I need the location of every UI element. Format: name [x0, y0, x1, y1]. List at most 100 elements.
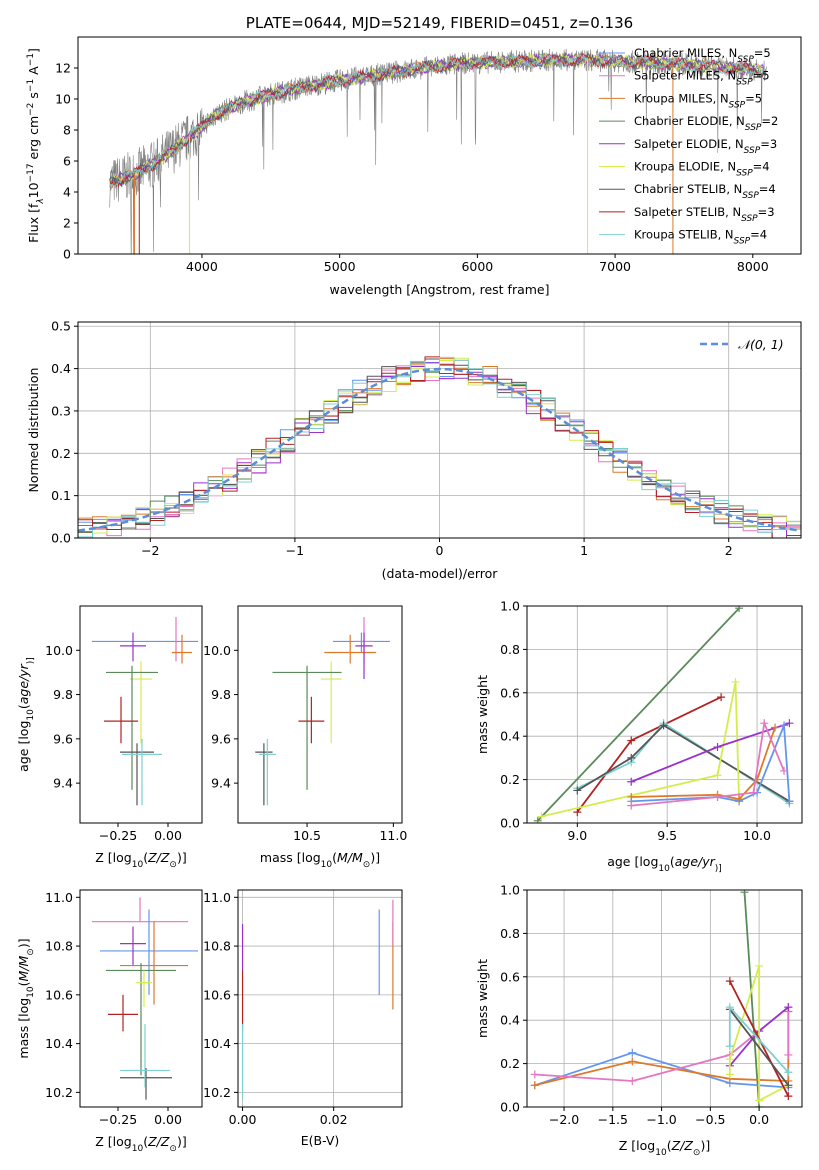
residual-xtick-label: 0 — [436, 543, 444, 558]
spectrum-legend-label: Kroupa STELIB, NSSP=4 — [634, 228, 767, 247]
spectrum-legend-label-part: Salpeter STELIB, N — [634, 205, 741, 219]
weight-vs-age-axes-frame — [526, 605, 803, 824]
spectrum-legend-label-part: Salpeter MILES, N — [634, 69, 736, 83]
spectrum-ytick-label: 10 — [55, 92, 71, 107]
spectrum-legend-label-part: SSP — [734, 237, 751, 247]
age-vs-Z-ytick-label: 10.0 — [45, 643, 73, 658]
mass-vs-Z-ylabel-part: )] — [16, 938, 31, 948]
weight-vs-Z-xlabel-part: Z/Z — [671, 1138, 694, 1153]
residual-axes-frame — [77, 321, 802, 539]
mass-vs-EBV-xtick-label: 0.00 — [229, 1112, 257, 1127]
weight-vs-age-weight-marker — [627, 801, 636, 810]
spectrum-legend-label-part: SSP — [736, 78, 753, 88]
age-vs-mass-xtick-label: 11.0 — [379, 828, 407, 843]
weight-vs-Z-weight-marker — [725, 1070, 734, 1079]
spectrum-legend-label-part: =5 — [745, 91, 762, 105]
weight-vs-age-ytick-label: 0.0 — [500, 816, 520, 831]
spectrum-xtick-label: 4000 — [186, 259, 218, 274]
spectrum-ytick-label: 8 — [63, 123, 71, 138]
spectrum-title: PLATE=0644, MJD=52149, FIBERID=0451, z=0… — [246, 14, 633, 32]
weight-vs-age-weight-marker — [533, 816, 542, 823]
weight-vs-Z-axes-frame — [526, 889, 803, 1108]
spectrum-xtick-label: 5000 — [324, 259, 356, 274]
spectrum-legend-label-part: Chabrier STELIB, N — [634, 182, 742, 196]
spectrum-ylabel-part: −1 — [26, 53, 36, 66]
spectrum-ytick-label: 12 — [55, 61, 71, 76]
mass-vs-EBV-plot-area — [241, 899, 394, 1100]
weight-vs-age-weight-marker — [717, 693, 726, 702]
weight-vs-Z-ytick-label: 0.8 — [500, 926, 520, 941]
age-vs-mass-xlabel: mass [log10(M/M⊙)] — [260, 850, 380, 870]
spectrum-legend-label-part: =2 — [761, 114, 778, 128]
spectrum-ylabel-part: −17 — [26, 163, 36, 182]
weight-vs-age-xlabel-part: ( — [670, 854, 675, 869]
weight-vs-age-weight-marker — [780, 766, 789, 775]
mass-vs-Z-xlabel-part: ( — [143, 1134, 148, 1149]
weight-vs-Z-ytick-label: 0.2 — [500, 1056, 520, 1071]
weight-vs-age-xtick-label: 9.0 — [567, 828, 587, 843]
mass-vs-Z-xtick-label: 0.00 — [154, 1112, 182, 1127]
weight-vs-Z-weight-marker — [628, 1048, 637, 1057]
spectrum-legend-label-part: Salpeter ELODIE, N — [634, 137, 744, 151]
residual-ytick-label: 0.0 — [51, 531, 71, 546]
weight-vs-Z-weight-marker — [784, 1050, 793, 1059]
spectrum-legend-label-part: =4 — [753, 160, 770, 174]
weight-vs-Z-plot-area — [530, 890, 793, 1107]
mass-vs-Z-ylabel-part: ⊙ — [26, 948, 36, 956]
weight-vs-age-weight-marker — [785, 719, 794, 728]
weight-vs-age-weight-line — [537, 607, 740, 822]
spectrum-legend-label-part: Kroupa STELIB, N — [634, 228, 734, 242]
mass-vs-Z-xlabel-part: ⊙ — [169, 1144, 177, 1154]
mass-vs-Z-ylabel-part: mass [log — [16, 998, 31, 1059]
age-vs-mass-xlabel-part: )] — [370, 850, 380, 865]
age-vs-mass-xlabel-part: M/M — [337, 850, 363, 865]
weight-vs-age-weight-marker — [753, 775, 762, 784]
weight-vs-Z-xtick-label: −2.0 — [549, 1112, 579, 1127]
age-vs-mass-ytick-label: 10.0 — [203, 643, 231, 658]
mass-vs-Z-ytick-label: 11.0 — [45, 890, 73, 905]
spectrum-ylabel-part: A — [26, 66, 41, 79]
spectrum-legend-label-part: SSP — [742, 191, 759, 201]
weight-vs-age-xtick-label: 10.0 — [743, 828, 771, 843]
weight-vs-age-weight-marker — [735, 795, 744, 804]
spectrum-legend-label-part: =5 — [753, 69, 770, 83]
weight-vs-age-weight-marker — [713, 743, 722, 752]
mass-vs-Z-plot-area — [92, 897, 198, 1100]
weight-vs-age-weight-marker — [713, 771, 722, 780]
residual-xtick-label: −2 — [141, 543, 159, 558]
weight-vs-age-ytick-label: 0.2 — [500, 772, 520, 787]
age-vs-mass-axes-frame — [237, 605, 403, 824]
spectrum-ylabel-part: −1 — [26, 79, 36, 92]
spectrum-xtick-label: 6000 — [461, 259, 493, 274]
weight-vs-age-weight-marker — [573, 808, 582, 817]
mass-vs-Z-ylabel: mass [log10(M/M⊙)] — [16, 938, 36, 1058]
spectrum-legend-label-part: SSP — [736, 169, 753, 179]
residual-xtick-label: −1 — [286, 543, 304, 558]
mass-vs-Z-xlabel-part: )] — [177, 1134, 187, 1149]
age-vs-Z-xlabel-part: Z/Z — [147, 850, 170, 865]
weight-vs-Z-xtick-label: −0.5 — [695, 1112, 725, 1127]
weight-vs-age-ylabel: mass weight — [475, 675, 490, 754]
age-vs-Z-xlabel-part: ⊙ — [169, 860, 177, 870]
weight-vs-age-weight-marker — [713, 792, 722, 801]
weight-vs-age-weight-marker — [771, 723, 780, 732]
weight-vs-age-weight-marker — [735, 606, 744, 613]
spectrum-legend-label: Chabrier MILES, NSSP=5 — [634, 46, 771, 65]
spectrum-legend-label-part: =3 — [760, 137, 777, 151]
residual-xtick-label: 2 — [725, 543, 733, 558]
spectrum-legend-label: Kroupa MILES, NSSP=5 — [634, 91, 762, 110]
residual-xlabel: (data-model)/error — [382, 566, 499, 581]
spectrum-model-line — [109, 52, 764, 188]
spectrum-ylabel-part: s — [26, 92, 41, 103]
weight-vs-Z-ytick-label: 0.4 — [500, 1013, 520, 1028]
spectrum-ytick-label: 6 — [63, 154, 71, 169]
spectrum-legend-label: Chabrier ELODIE, NSSP=2 — [634, 114, 778, 133]
age-vs-mass-ytick-label: 9.6 — [211, 731, 231, 746]
residual-ytick-label: 0.4 — [51, 361, 71, 376]
mass-vs-Z-xlabel-part: Z [log — [95, 1134, 131, 1149]
spectrum-legend-label-part: SSP — [737, 55, 754, 65]
weight-vs-age-weight-marker — [627, 777, 636, 786]
age-vs-mass-xtick-label: 10.5 — [293, 828, 321, 843]
mass-vs-Z-ytick-label: 10.8 — [45, 939, 73, 954]
weight-vs-age-weight-marker — [780, 721, 789, 730]
